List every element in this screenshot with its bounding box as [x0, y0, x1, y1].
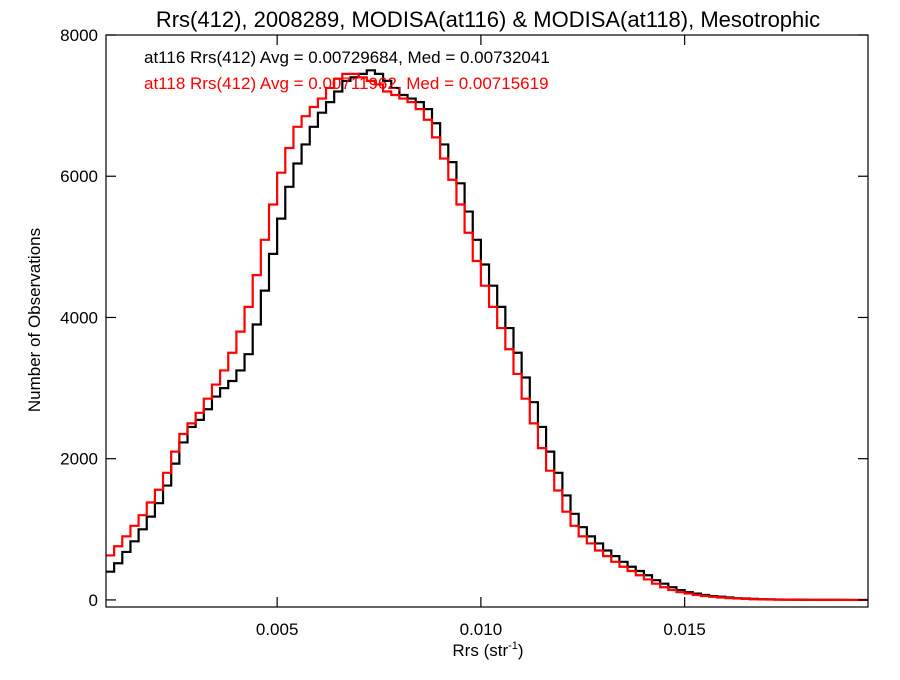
series-line-0 [106, 69, 868, 602]
chart-title: Rrs(412), 2008289, MODISA(at116) & MODIS… [156, 7, 820, 32]
y-tick-label: 0 [89, 591, 98, 610]
plot-frame [105, 34, 869, 608]
annotations-group: at116 Rrs(412) Avg = 0.00729684, Med = 0… [144, 48, 550, 93]
series-line-1 [106, 72, 868, 602]
y-tick-label: 6000 [60, 167, 98, 186]
annotation-0: at116 Rrs(412) Avg = 0.00729684, Med = 0… [144, 48, 550, 67]
x-tick-label: 0.005 [256, 620, 299, 639]
x-axis-label: Rrs (str-1) [452, 640, 523, 660]
y-tick-label: 8000 [60, 26, 98, 45]
y-tick-label: 2000 [60, 450, 98, 469]
y-tick-label: 4000 [60, 308, 98, 327]
annotation-1: at118 Rrs(412) Avg = 0.00711962, Med = 0… [144, 74, 549, 93]
x-axis-label-close: ) [518, 641, 524, 660]
x-tick-label: 0.010 [460, 620, 503, 639]
x-axis-label-text: Rrs (str [452, 641, 508, 660]
y-ticks-group: 0 2000 4000 6000 8000 [60, 26, 868, 610]
x-axis-label-superscript: -1 [508, 640, 518, 652]
plot-series-group [106, 69, 868, 602]
x-ticks-group: 0.005 0.010 0.015 [256, 35, 706, 639]
y-axis-label: Number of Observations [25, 228, 44, 412]
x-tick-label: 0.015 [663, 620, 706, 639]
